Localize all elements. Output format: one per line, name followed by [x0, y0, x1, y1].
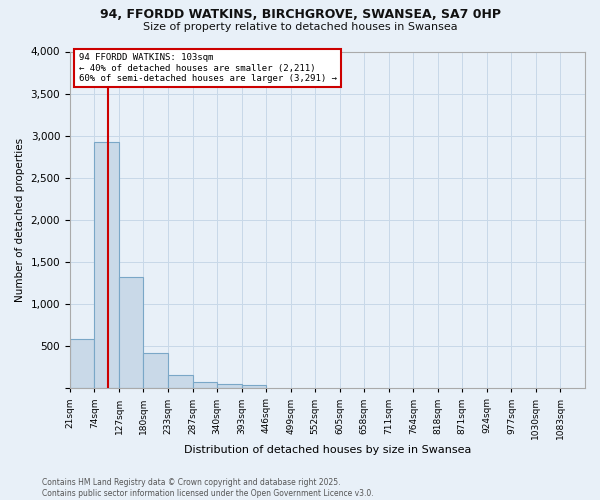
X-axis label: Distribution of detached houses by size in Swansea: Distribution of detached houses by size …	[184, 445, 471, 455]
Text: 94, FFORDD WATKINS, BIRCHGROVE, SWANSEA, SA7 0HP: 94, FFORDD WATKINS, BIRCHGROVE, SWANSEA,…	[100, 8, 500, 20]
Bar	[217, 384, 242, 388]
Text: Contains HM Land Registry data © Crown copyright and database right 2025.
Contai: Contains HM Land Registry data © Crown c…	[42, 478, 374, 498]
Bar	[143, 354, 168, 388]
Bar	[242, 384, 266, 388]
Text: Size of property relative to detached houses in Swansea: Size of property relative to detached ho…	[143, 22, 457, 32]
Bar	[70, 338, 94, 388]
Text: 94 FFORDD WATKINS: 103sqm
← 40% of detached houses are smaller (2,211)
60% of se: 94 FFORDD WATKINS: 103sqm ← 40% of detac…	[79, 53, 337, 83]
Y-axis label: Number of detached properties: Number of detached properties	[15, 138, 25, 302]
Bar	[193, 382, 217, 388]
Bar	[94, 142, 119, 388]
Bar	[119, 277, 143, 388]
Bar	[168, 375, 193, 388]
